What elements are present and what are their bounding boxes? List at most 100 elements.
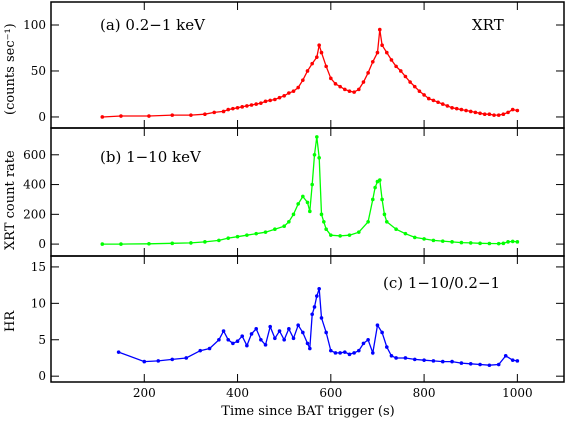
panel-a-data-point <box>501 112 506 117</box>
panel-b-data-point <box>301 194 305 199</box>
panel-a-data-point <box>296 85 300 90</box>
panel-b-data-point <box>357 230 361 234</box>
panel-c-data-point <box>207 346 212 351</box>
panel-c-data-point <box>380 330 384 335</box>
panel-a-data-point <box>100 115 105 119</box>
panel-c-ytick-label: 5 <box>38 333 46 347</box>
panel-b-data-point <box>245 233 249 237</box>
panel-b-data-point <box>347 233 352 237</box>
panel-a-data-point <box>482 112 487 117</box>
panel-c-data-point <box>142 359 147 364</box>
panel-a-ytick-label: 0 <box>38 110 46 124</box>
panel-a-data-point <box>147 114 151 118</box>
panel-b-ytick-label: 600 <box>23 148 46 162</box>
panel-c-data-point <box>412 357 417 362</box>
panel-c-data-point <box>308 346 312 351</box>
panel-c-data-point <box>352 351 356 355</box>
panel-c-data-point <box>366 337 370 342</box>
panel-b-data-point <box>322 219 326 224</box>
panel-a-data-point <box>417 89 422 94</box>
panel-a-data-point <box>352 90 356 94</box>
panel-c-data-point <box>245 343 249 348</box>
panel-b-data-point <box>329 233 333 237</box>
x-tick-label: 1000 <box>502 386 533 400</box>
panel-b-data-point <box>478 241 482 246</box>
panel-a-data-point <box>366 71 370 75</box>
panel-a-data-point <box>310 61 314 66</box>
panel-a-data-point <box>361 80 366 84</box>
panel-c-frame <box>50 255 565 383</box>
panel-c-data-point <box>347 352 352 357</box>
panel-b-data-point <box>319 212 324 217</box>
panel-c-data-point <box>478 362 482 367</box>
panel-a-data-point <box>445 104 450 108</box>
panel-a-ytick-label: 50 <box>31 64 46 78</box>
panel-a-data-point <box>212 110 217 115</box>
panel-a-data-point <box>436 100 440 105</box>
panel-c-data-point <box>273 336 277 341</box>
panel-c-data-point <box>496 362 501 367</box>
panel-a-data-point <box>454 106 459 111</box>
panel-c-data-point <box>231 341 235 346</box>
panel-c-data-point <box>375 323 380 327</box>
panel-c-data-point <box>226 337 231 342</box>
panel-c-data-point <box>259 337 263 342</box>
panel-b-data-point <box>305 200 310 205</box>
panel-a-data-point <box>496 113 501 117</box>
panel-a-data-point <box>245 104 249 108</box>
panel-a-data-point <box>119 114 123 118</box>
x-tick-label: 800 <box>413 386 436 400</box>
panel-b-data-point <box>382 212 387 217</box>
panel-c-data-point <box>301 330 305 335</box>
panel-a-data-point <box>380 43 384 48</box>
panel-a-data-point <box>403 74 408 79</box>
panel-a-data-point <box>459 107 464 112</box>
panel-b-data-point <box>440 239 445 243</box>
panel-b-data-point <box>203 240 207 244</box>
series-layer <box>100 27 520 368</box>
panel-c-data-point <box>440 359 445 364</box>
panel-b-data-point <box>501 241 506 246</box>
panel-b-ytick-label: 0 <box>38 237 46 251</box>
panel-b-data-point <box>119 242 123 246</box>
panel-a-data-point <box>464 108 468 113</box>
panel-b-data-point <box>310 182 314 187</box>
panel-c-data-point <box>343 350 347 354</box>
panel-b-data-point <box>366 219 370 224</box>
panel-c-data-point <box>198 348 203 353</box>
panel-c-data-point <box>361 341 366 346</box>
panel-b-data-point <box>217 238 221 243</box>
shared-ylabel: XRT count rate <box>3 150 18 250</box>
panel-c-data-point <box>317 286 321 291</box>
panel-a-data-point <box>515 108 520 113</box>
panel-c-ytick-label: 10 <box>31 296 46 310</box>
panel-a-data-point <box>254 102 258 106</box>
x-tick-label: 600 <box>319 386 342 400</box>
panel-b-ytick-label: 200 <box>23 207 46 221</box>
panel-b-data-point <box>338 234 342 238</box>
panel-b-data-point <box>422 237 426 241</box>
panel-c-data-point <box>394 356 398 360</box>
panel-b-data-point <box>506 240 510 244</box>
panel-a-data-point <box>510 107 515 112</box>
panel-c-data-point <box>329 348 333 353</box>
panel-a-data-point <box>347 89 352 94</box>
panel-c-data-point <box>431 359 436 363</box>
panel-b-data-point <box>226 236 231 240</box>
panel-a-data-point <box>398 69 403 73</box>
tick-marks <box>51 2 564 382</box>
panel-a-data-point <box>226 107 231 112</box>
panel-b-data-point <box>263 230 268 234</box>
panel-b-data-point <box>296 202 300 206</box>
panel-c-data-point <box>468 361 473 366</box>
panel-c-data-point <box>305 341 310 346</box>
panel-b-data-point <box>291 212 296 217</box>
panel-a-data-point <box>492 113 496 117</box>
panel-a-data-point <box>287 91 291 95</box>
panel-b-data-point <box>510 239 515 244</box>
panel-c-data-point <box>268 324 272 329</box>
panel-c-data-point <box>296 323 300 327</box>
panel-c-data-point <box>310 312 314 317</box>
